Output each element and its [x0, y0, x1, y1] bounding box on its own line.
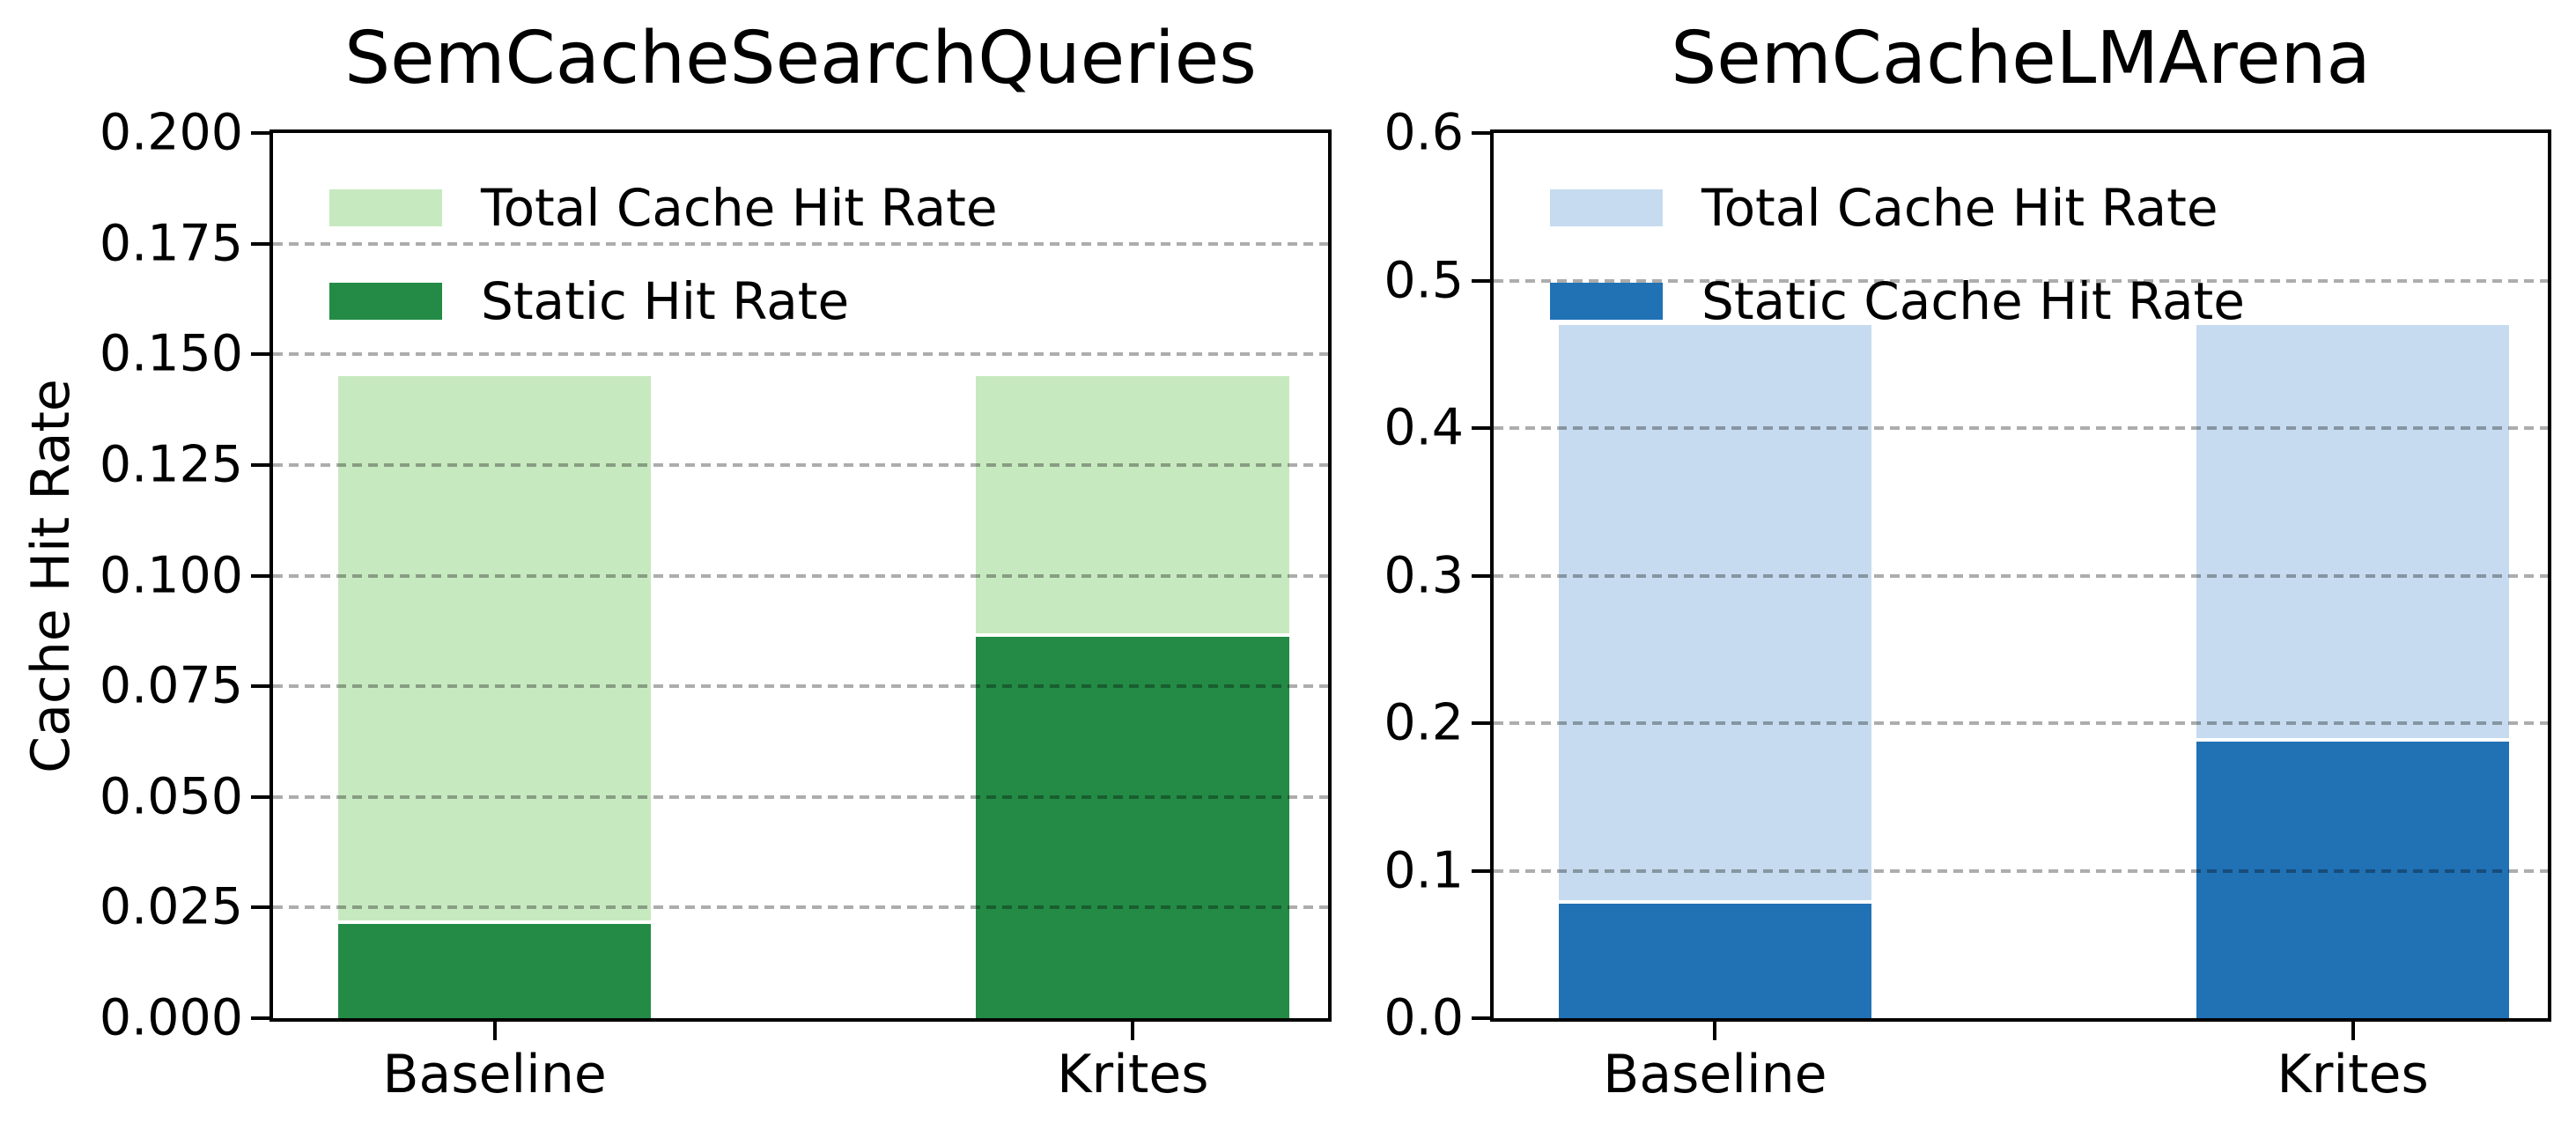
y-tick-label: 0.200: [99, 103, 243, 162]
total-bar-baseline: [337, 376, 652, 1018]
y-tick-mark: [251, 905, 269, 910]
gridline: [1494, 278, 2548, 283]
gridline: [273, 241, 1328, 246]
y-tick-mark: [251, 684, 269, 689]
y-tick-mark: [1472, 278, 1490, 283]
y-tick-mark: [1472, 131, 1490, 135]
y-tick-mark: [251, 1016, 269, 1020]
y-tick-label: 0.075: [99, 656, 243, 715]
y-tick-label: 0.5: [1384, 251, 1464, 309]
gridline: [273, 573, 1328, 578]
y-tick-label: 0.000: [99, 988, 243, 1047]
legend-label: Total Cache Hit Rate: [1701, 178, 2218, 238]
gridline: [1494, 573, 2548, 578]
y-tick-label: 0.050: [99, 767, 243, 826]
legend: Total Cache Hit Rate Static Hit Rate: [329, 182, 998, 327]
y-tick-mark: [251, 352, 269, 357]
left-chart-title: SemCacheSearchQueries: [344, 17, 1257, 100]
y-tick-mark: [251, 131, 269, 135]
legend-label: Total Cache Hit Rate: [481, 178, 998, 238]
y-tick-label: 0.100: [99, 546, 243, 604]
x-tick-mark: [1131, 1022, 1135, 1040]
x-tick-label-krites: Krites: [1057, 1044, 1209, 1105]
x-tick-mark: [492, 1022, 497, 1040]
y-tick-mark: [251, 794, 269, 799]
y-tick-label: 0.125: [99, 435, 243, 494]
static-bar-krites: [2196, 737, 2510, 1018]
gridline: [1494, 721, 2548, 726]
gridline: [273, 905, 1328, 910]
total-legend-swatch: [329, 189, 442, 226]
legend-entry: Static Cache Hit Rate: [1550, 276, 2245, 327]
legend-entry: Total Cache Hit Rate: [1550, 182, 2245, 233]
right-chart-axes: SemCacheLMArena 0.0 0.1 0.2 0.3 0.4 0.5 0.6 Bas…: [1384, 17, 2551, 1101]
y-tick-label: 0.2: [1384, 693, 1464, 752]
legend-entry: Total Cache Hit Rate: [329, 182, 998, 233]
gridline: [273, 794, 1328, 799]
y-tick-label: 0.1: [1384, 841, 1464, 899]
legend: Total Cache Hit Rate Static Cache Hit Rat…: [1550, 182, 2245, 327]
x-tick-label-baseline: Baseline: [382, 1044, 607, 1105]
gridline: [273, 684, 1328, 689]
static-bar-krites: [976, 632, 1290, 1018]
gridline: [273, 352, 1328, 357]
gridline: [273, 462, 1328, 467]
legend-label: Static Cache Hit Rate: [1701, 271, 2245, 331]
x-tick-mark: [2351, 1022, 2355, 1040]
x-tick-label-krites: Krites: [2277, 1044, 2429, 1105]
y-tick-mark: [1472, 573, 1490, 578]
y-tick-label: 0.150: [99, 324, 243, 383]
y-tick-mark: [251, 462, 269, 467]
legend-label: Static Hit Rate: [481, 271, 850, 331]
y-tick-mark: [251, 573, 269, 578]
static-bar-baseline: [1558, 900, 1872, 1018]
y-tick-label: 0.025: [99, 877, 243, 936]
left-chart-axes: SemCacheSearchQueries Cache Hit Rate 0.0…: [20, 17, 1332, 1101]
y-tick-mark: [251, 241, 269, 246]
right-chart-title: SemCacheLMArena: [1671, 17, 2371, 100]
static-legend-swatch: [1550, 283, 1663, 320]
gridline: [1494, 426, 2548, 431]
static-bar-baseline: [337, 920, 652, 1018]
y-tick-label: 0.3: [1384, 546, 1464, 604]
legend-entry: Static Hit Rate: [329, 276, 998, 327]
static-legend-swatch: [329, 283, 442, 320]
y-tick-label: 0.4: [1384, 398, 1464, 457]
total-legend-swatch: [1550, 189, 1663, 226]
y-axis-label: Cache Hit Rate: [20, 378, 82, 773]
y-tick-label: 0.175: [99, 214, 243, 273]
gridline: [1494, 868, 2548, 873]
x-tick-label-baseline: Baseline: [1603, 1044, 1827, 1105]
y-tick-label: 0.0: [1384, 988, 1464, 1047]
y-tick-mark: [1472, 426, 1490, 431]
y-tick-mark: [1472, 1016, 1490, 1020]
y-tick-mark: [1472, 868, 1490, 873]
y-tick-mark: [1472, 721, 1490, 726]
y-tick-label: 0.6: [1384, 103, 1464, 162]
x-tick-mark: [1713, 1022, 1717, 1040]
